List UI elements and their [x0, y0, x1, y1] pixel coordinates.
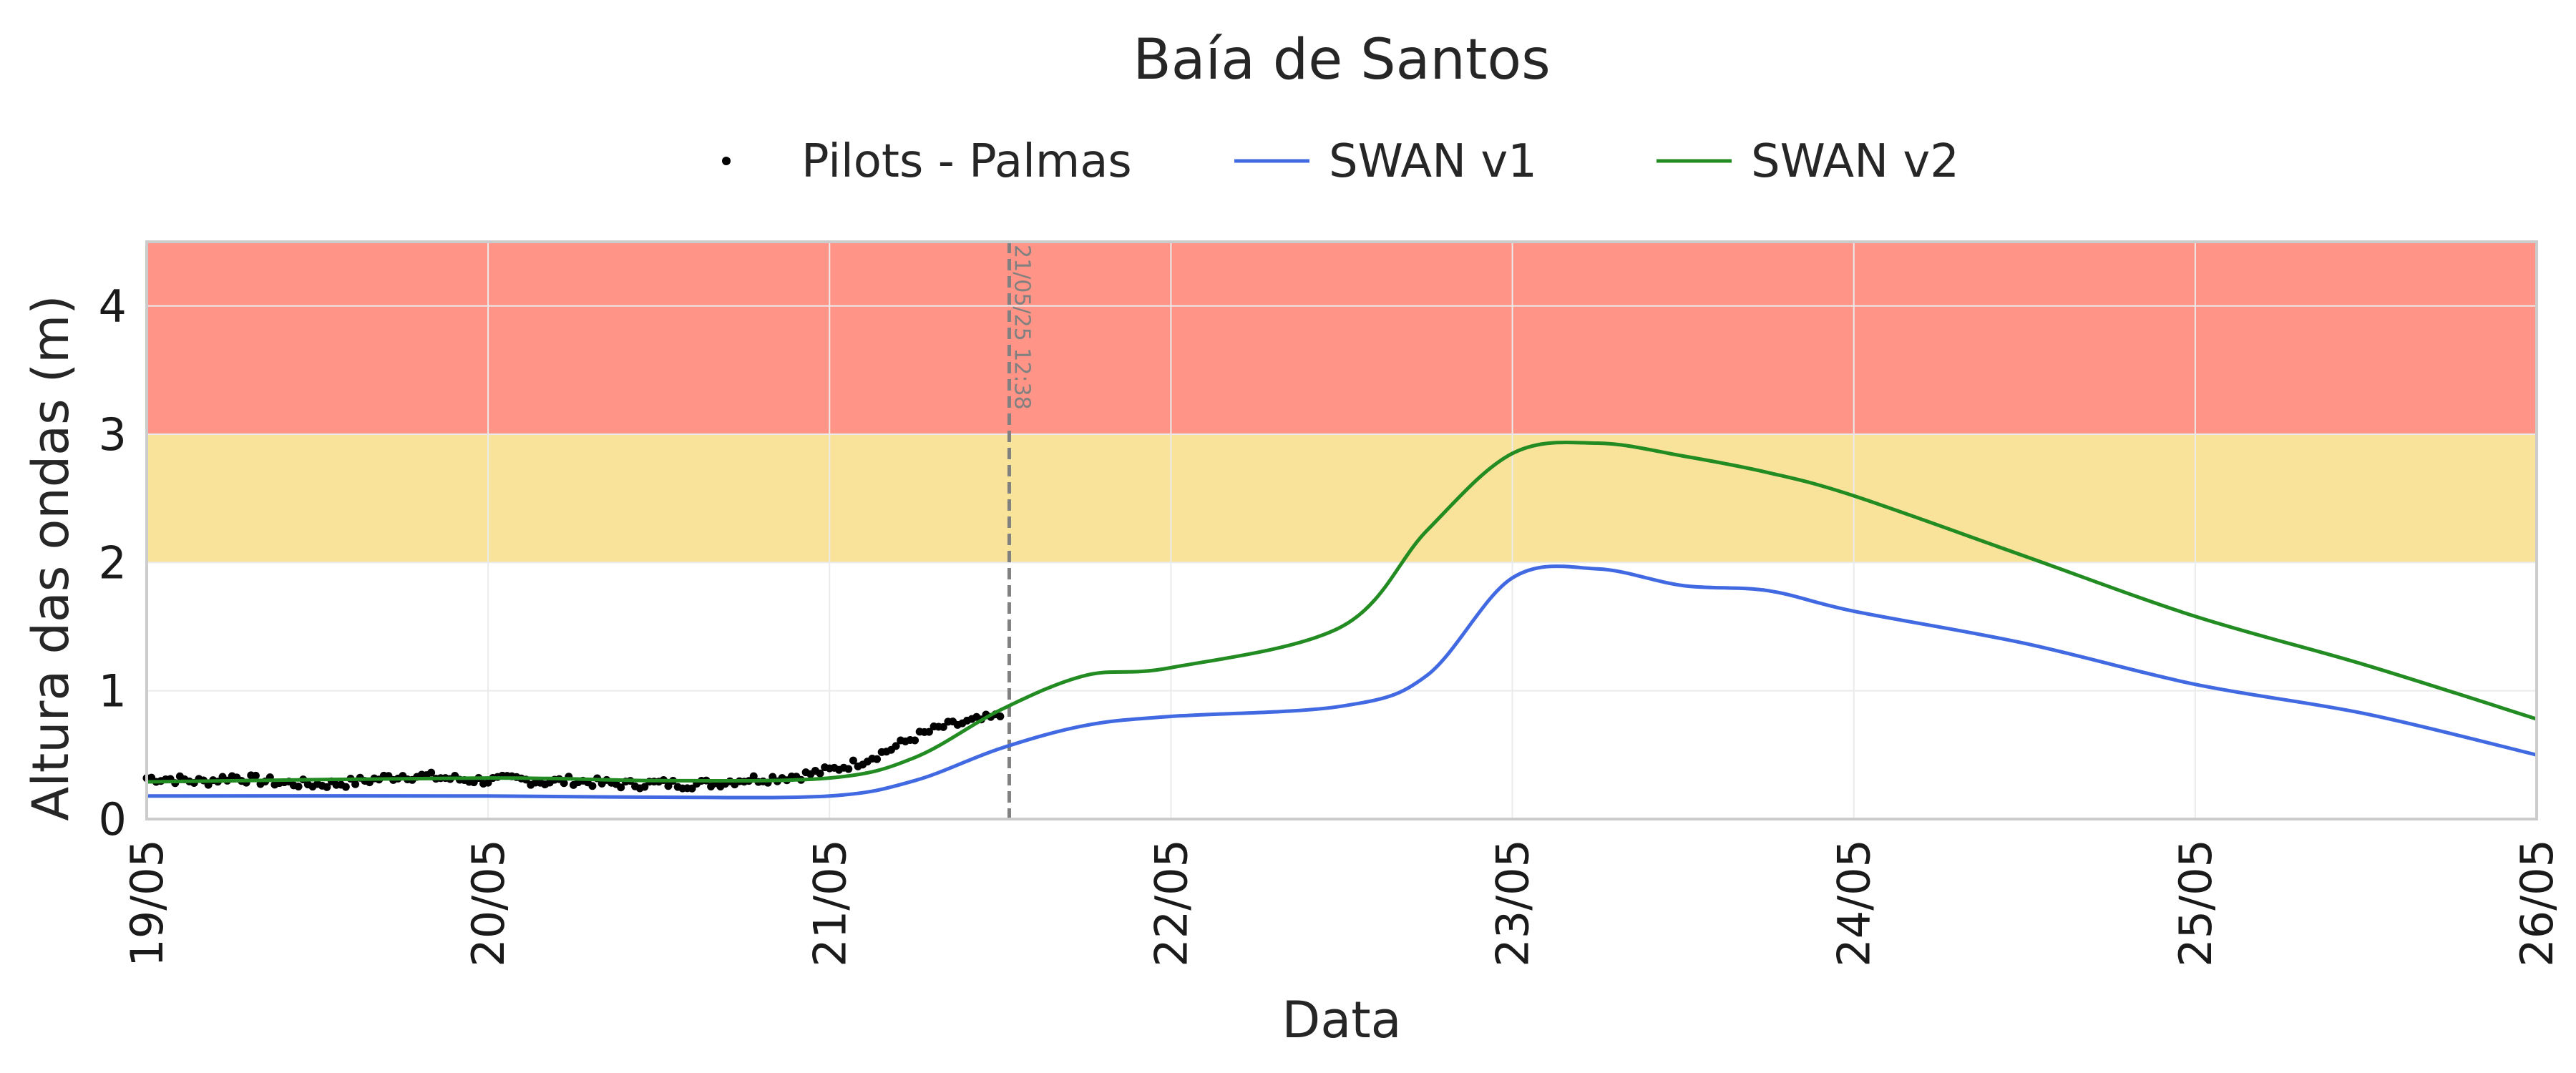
data-point: [892, 742, 900, 750]
legend-entry-swan-v1: SWAN v1: [1234, 135, 1537, 188]
data-point: [688, 784, 696, 793]
series-line-swan-v1: [146, 564, 2537, 800]
data-point: [560, 779, 568, 788]
threshold-band-2: [147, 242, 2537, 434]
data-point: [351, 780, 360, 788]
data-point: [323, 783, 331, 791]
y-axis-label: Altura das ondas (m): [21, 295, 80, 820]
x-tick-label: 23/05: [1487, 839, 1539, 967]
y-tick-label: 3: [99, 408, 127, 461]
data-point: [341, 783, 350, 791]
x-tick-label: 21/05: [804, 839, 856, 967]
data-point: [640, 783, 649, 791]
data-point: [251, 771, 260, 780]
x-tick-label: 25/05: [2170, 839, 2222, 967]
data-point: [911, 736, 919, 745]
x-tick-label: 19/05: [121, 839, 173, 967]
x-tick-label: 22/05: [1145, 839, 1197, 967]
data-point: [924, 727, 933, 736]
x-tick-label: 24/05: [1828, 839, 1880, 967]
data-point: [873, 755, 882, 763]
x-axis-label: Data: [1282, 991, 1401, 1049]
y-tick-label: 4: [99, 280, 127, 333]
legend-label: Pilots - Palmas: [801, 135, 1132, 188]
legend-entry-swan-v2: SWAN v2: [1657, 135, 1959, 188]
data-point: [996, 712, 1005, 721]
data-point: [294, 783, 303, 791]
threshold-band-1: [147, 434, 2537, 563]
legend-entry-pilots-palmas: Pilots - Palmas: [722, 135, 1132, 188]
legend-marker: [722, 157, 731, 165]
data-point: [427, 768, 436, 777]
y-tick-label: 1: [99, 665, 127, 717]
series-line-swan-v2: [146, 440, 2537, 784]
y-tick-label: 2: [99, 536, 127, 589]
x-tick-label: 20/05: [462, 839, 514, 967]
current-time-label: 21/05/25 12:38: [1009, 245, 1034, 410]
data-point: [617, 783, 625, 792]
legend: Pilots - Palmas SWAN v1 SWAN v2: [722, 135, 1959, 188]
plot-area: 21/05/25 12:38 0 1 2 3 4 19/05 20/05 21/05 22/05 2…: [99, 240, 2563, 967]
data-point: [749, 772, 758, 780]
y-tick-label: 0: [99, 793, 127, 846]
data-point: [816, 769, 824, 778]
data-point: [849, 756, 857, 765]
data-point: [588, 782, 597, 790]
legend-label: SWAN v1: [1329, 135, 1537, 188]
legend-label: SWAN v2: [1751, 135, 1959, 188]
chart-title: Baía de Santos: [1133, 28, 1551, 92]
plot-frame: [145, 240, 2538, 820]
data-point: [844, 765, 853, 773]
data-point: [664, 782, 673, 790]
data-point: [939, 722, 947, 731]
x-tick-label: 26/05: [2511, 839, 2563, 967]
